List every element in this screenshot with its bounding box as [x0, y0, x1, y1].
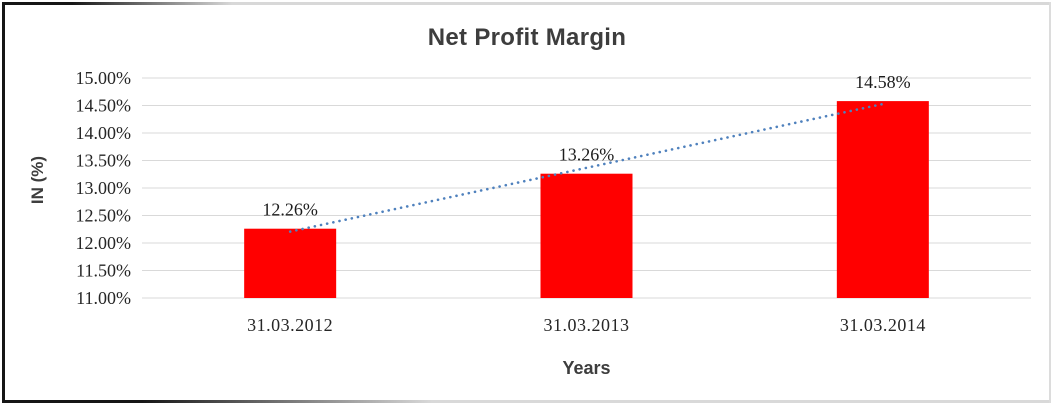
bar [836, 101, 929, 298]
y-tick-label: 15.00% [76, 68, 132, 88]
data-label: 13.26% [559, 145, 615, 165]
bar [540, 173, 633, 298]
y-tick-label: 13.50% [76, 151, 132, 171]
x-axis-title: Years [562, 358, 611, 378]
frame-border-right [1049, 2, 1051, 403]
y-tick-label: 12.00% [76, 233, 132, 253]
chart-title: Net Profit Margin [427, 24, 627, 51]
frame-border-top [2, 2, 1051, 5]
x-category-label: 31.03.2014 [840, 315, 926, 335]
y-tick-label: 14.00% [76, 123, 132, 143]
x-category-label: 31.03.2012 [247, 315, 333, 335]
data-label: 14.58% [855, 72, 911, 92]
y-tick-label: 11.00% [76, 288, 131, 308]
frame-border-left [2, 2, 5, 403]
frame-border-bottom [2, 400, 1051, 403]
y-tick-label: 13.00% [76, 178, 132, 198]
trendline [288, 102, 885, 233]
bar [244, 228, 337, 298]
y-tick-label: 14.50% [76, 96, 132, 116]
x-category-label: 31.03.2013 [544, 315, 630, 335]
y-tick-label: 11.50% [76, 261, 131, 281]
data-label: 12.26% [262, 200, 318, 220]
y-tick-label: 12.50% [76, 206, 132, 226]
